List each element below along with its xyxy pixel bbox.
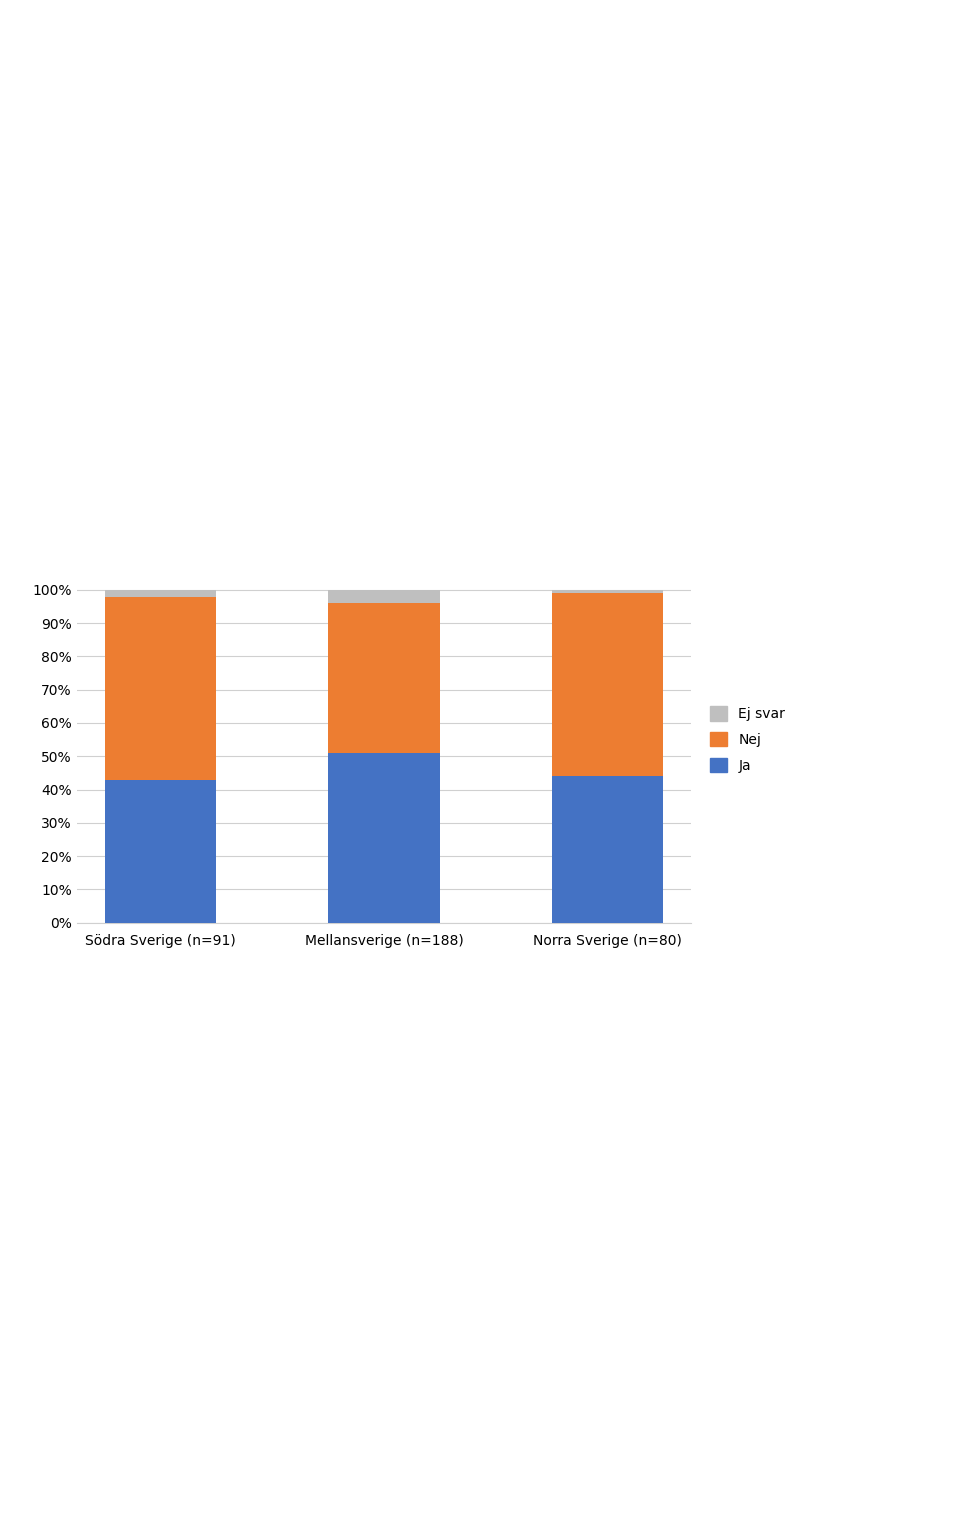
Legend: Ej svar, Nej, Ja: Ej svar, Nej, Ja	[710, 706, 785, 773]
Bar	[105, 779, 216, 923]
Bar	[105, 596, 216, 779]
Bar	[552, 593, 663, 776]
Bar	[328, 753, 440, 923]
Bar	[552, 776, 663, 923]
Bar	[328, 604, 440, 753]
Bar	[105, 590, 216, 596]
Bar	[328, 590, 440, 604]
Bar	[552, 590, 663, 593]
